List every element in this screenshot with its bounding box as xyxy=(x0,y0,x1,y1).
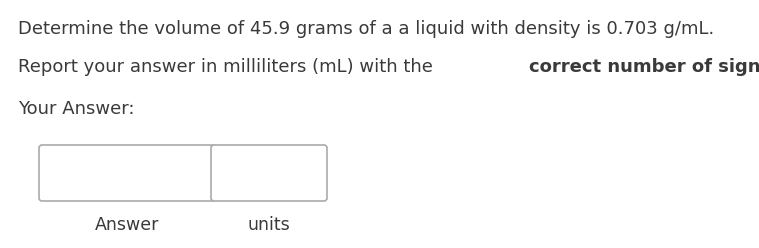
Text: correct number of significant figures.: correct number of significant figures. xyxy=(530,58,759,76)
Text: Your Answer:: Your Answer: xyxy=(18,100,134,118)
Text: Answer: Answer xyxy=(95,216,159,234)
FancyBboxPatch shape xyxy=(39,145,215,201)
FancyBboxPatch shape xyxy=(211,145,327,201)
Text: Determine the volume of 45.9 grams of a a liquid with density is 0.703 g/mL.: Determine the volume of 45.9 grams of a … xyxy=(18,20,714,38)
Text: Report your answer in milliliters (mL) with the: Report your answer in milliliters (mL) w… xyxy=(18,58,439,76)
Text: units: units xyxy=(247,216,291,234)
